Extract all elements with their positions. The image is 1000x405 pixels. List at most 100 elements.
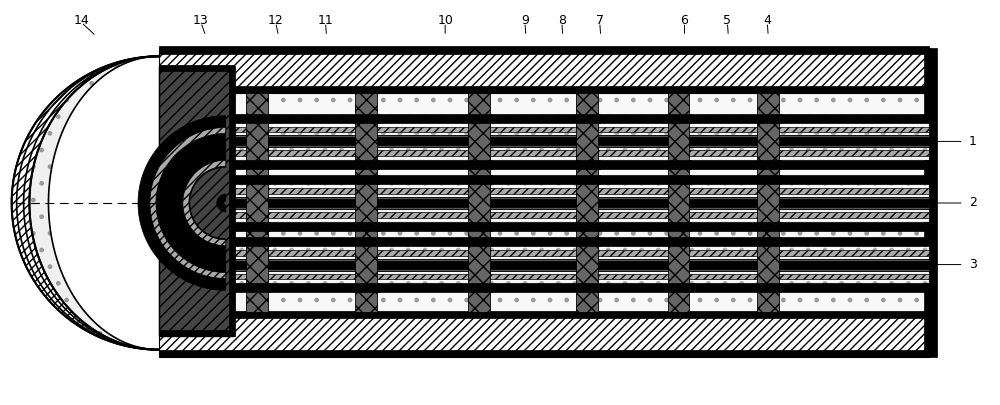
Bar <box>757 222 781 231</box>
Bar <box>757 93 779 312</box>
Text: 3: 3 <box>969 258 977 271</box>
Bar <box>246 222 270 231</box>
Polygon shape <box>138 115 226 290</box>
Bar <box>355 175 379 184</box>
Text: 14: 14 <box>73 14 89 27</box>
Bar <box>159 350 929 357</box>
Bar <box>231 259 929 260</box>
Bar <box>159 93 929 312</box>
Bar <box>231 284 929 292</box>
Bar <box>231 269 929 271</box>
Bar <box>355 284 379 292</box>
Text: 13: 13 <box>193 14 209 27</box>
Bar <box>757 114 781 123</box>
Bar <box>757 284 781 292</box>
Bar <box>668 114 691 123</box>
Bar <box>576 237 600 246</box>
Bar <box>231 246 929 284</box>
Bar <box>231 145 929 147</box>
Bar <box>231 259 929 271</box>
Polygon shape <box>29 56 159 350</box>
Bar <box>159 65 234 71</box>
Polygon shape <box>178 156 226 251</box>
Bar <box>576 114 600 123</box>
Bar <box>246 160 270 169</box>
Bar <box>159 66 234 336</box>
Bar <box>246 284 270 292</box>
Bar <box>231 126 929 132</box>
Bar <box>231 184 929 222</box>
Bar <box>355 222 379 231</box>
Bar <box>576 284 600 292</box>
Text: 1: 1 <box>969 135 977 148</box>
Bar <box>355 160 379 169</box>
Bar <box>231 222 929 231</box>
Bar <box>355 237 379 246</box>
Bar <box>576 93 598 312</box>
Bar <box>159 48 929 93</box>
Bar <box>231 188 929 194</box>
Bar <box>229 66 235 336</box>
Text: 4: 4 <box>763 14 771 27</box>
Bar <box>231 249 929 256</box>
Bar <box>231 197 929 199</box>
Bar <box>468 160 492 169</box>
Bar <box>246 93 268 312</box>
Bar <box>231 273 929 279</box>
Bar <box>246 237 270 246</box>
Bar <box>576 160 600 169</box>
Bar <box>757 237 781 246</box>
Bar <box>159 311 929 318</box>
Bar <box>355 93 377 312</box>
Bar <box>757 175 781 184</box>
Bar <box>468 222 492 231</box>
Bar <box>159 312 929 357</box>
Bar <box>757 160 781 169</box>
Bar <box>468 114 492 123</box>
Bar <box>668 284 691 292</box>
Bar <box>929 48 937 357</box>
Bar <box>355 114 379 123</box>
Text: 2: 2 <box>969 196 977 209</box>
Text: 12: 12 <box>268 14 284 27</box>
Text: 9: 9 <box>521 14 529 27</box>
Bar <box>159 330 234 336</box>
Text: 10: 10 <box>437 14 453 27</box>
Bar <box>468 237 492 246</box>
Bar <box>668 175 691 184</box>
Bar <box>231 237 929 246</box>
Bar <box>231 135 929 147</box>
Text: 8: 8 <box>558 14 566 27</box>
Bar <box>231 207 929 209</box>
Bar <box>246 114 270 123</box>
Bar <box>231 114 929 123</box>
Bar <box>231 212 929 218</box>
Bar <box>231 150 929 156</box>
Bar <box>468 175 492 184</box>
Bar <box>668 160 691 169</box>
Polygon shape <box>217 194 226 212</box>
Bar <box>468 93 490 312</box>
Bar <box>231 197 929 209</box>
Bar <box>231 135 929 137</box>
Text: 5: 5 <box>723 14 731 27</box>
Bar <box>668 222 691 231</box>
Bar <box>576 175 600 184</box>
Polygon shape <box>12 56 159 350</box>
Text: 11: 11 <box>318 14 333 27</box>
Bar <box>231 160 929 169</box>
Bar <box>668 237 691 246</box>
Polygon shape <box>183 160 226 246</box>
Bar <box>231 175 929 184</box>
Bar <box>924 48 930 357</box>
Bar <box>231 123 929 160</box>
Bar <box>159 86 929 93</box>
Bar <box>246 175 270 184</box>
Text: 6: 6 <box>681 14 688 27</box>
Bar <box>668 93 689 312</box>
Bar <box>468 284 492 292</box>
Bar <box>159 46 929 54</box>
Text: 7: 7 <box>596 14 604 27</box>
Bar <box>576 222 600 231</box>
Polygon shape <box>150 128 226 279</box>
